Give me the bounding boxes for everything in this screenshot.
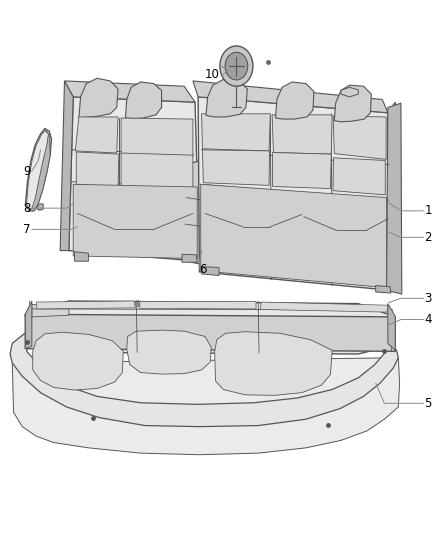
Circle shape — [225, 52, 248, 80]
Text: 4: 4 — [424, 313, 432, 326]
Polygon shape — [376, 286, 391, 293]
Text: 6: 6 — [199, 263, 207, 276]
Polygon shape — [75, 117, 118, 153]
Polygon shape — [206, 79, 247, 117]
Polygon shape — [64, 81, 195, 102]
Polygon shape — [121, 153, 193, 190]
Polygon shape — [388, 102, 397, 290]
Polygon shape — [79, 78, 118, 118]
Polygon shape — [125, 82, 162, 118]
Polygon shape — [198, 97, 391, 290]
Polygon shape — [10, 331, 398, 426]
Polygon shape — [25, 301, 32, 349]
Polygon shape — [333, 116, 386, 159]
Polygon shape — [27, 131, 48, 210]
Text: 7: 7 — [24, 223, 31, 236]
Text: 2: 2 — [424, 231, 432, 244]
Text: 10: 10 — [205, 68, 220, 81]
Text: 1: 1 — [424, 204, 432, 217]
Polygon shape — [215, 332, 332, 395]
Polygon shape — [32, 303, 69, 317]
Text: 5: 5 — [424, 397, 432, 410]
Polygon shape — [33, 332, 123, 390]
Polygon shape — [193, 81, 388, 113]
Polygon shape — [30, 128, 50, 211]
Polygon shape — [60, 81, 73, 251]
Text: 3: 3 — [424, 292, 432, 305]
Polygon shape — [201, 184, 387, 288]
Polygon shape — [76, 152, 119, 187]
Polygon shape — [388, 304, 395, 350]
Polygon shape — [12, 358, 399, 455]
Polygon shape — [272, 115, 332, 154]
Polygon shape — [121, 118, 193, 156]
Polygon shape — [341, 87, 358, 97]
Polygon shape — [25, 128, 51, 211]
Polygon shape — [25, 314, 395, 351]
Polygon shape — [74, 252, 88, 261]
Polygon shape — [182, 160, 217, 268]
Polygon shape — [272, 152, 331, 189]
Polygon shape — [140, 302, 256, 309]
Polygon shape — [334, 85, 371, 122]
Text: 9: 9 — [24, 165, 31, 177]
Polygon shape — [276, 82, 314, 119]
Polygon shape — [69, 97, 199, 261]
Polygon shape — [201, 114, 270, 151]
Polygon shape — [387, 103, 402, 294]
Polygon shape — [36, 301, 135, 309]
Text: 8: 8 — [24, 201, 31, 215]
Polygon shape — [182, 254, 197, 262]
Polygon shape — [73, 184, 197, 259]
Polygon shape — [333, 158, 385, 195]
Polygon shape — [201, 266, 219, 276]
Polygon shape — [37, 204, 43, 211]
Polygon shape — [260, 302, 388, 312]
Polygon shape — [202, 150, 269, 185]
Polygon shape — [25, 301, 395, 354]
Polygon shape — [127, 330, 211, 374]
Circle shape — [220, 46, 253, 86]
